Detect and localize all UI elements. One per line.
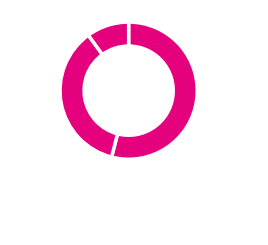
Wedge shape [60,35,118,157]
Wedge shape [111,22,197,159]
Wedge shape [88,22,129,55]
